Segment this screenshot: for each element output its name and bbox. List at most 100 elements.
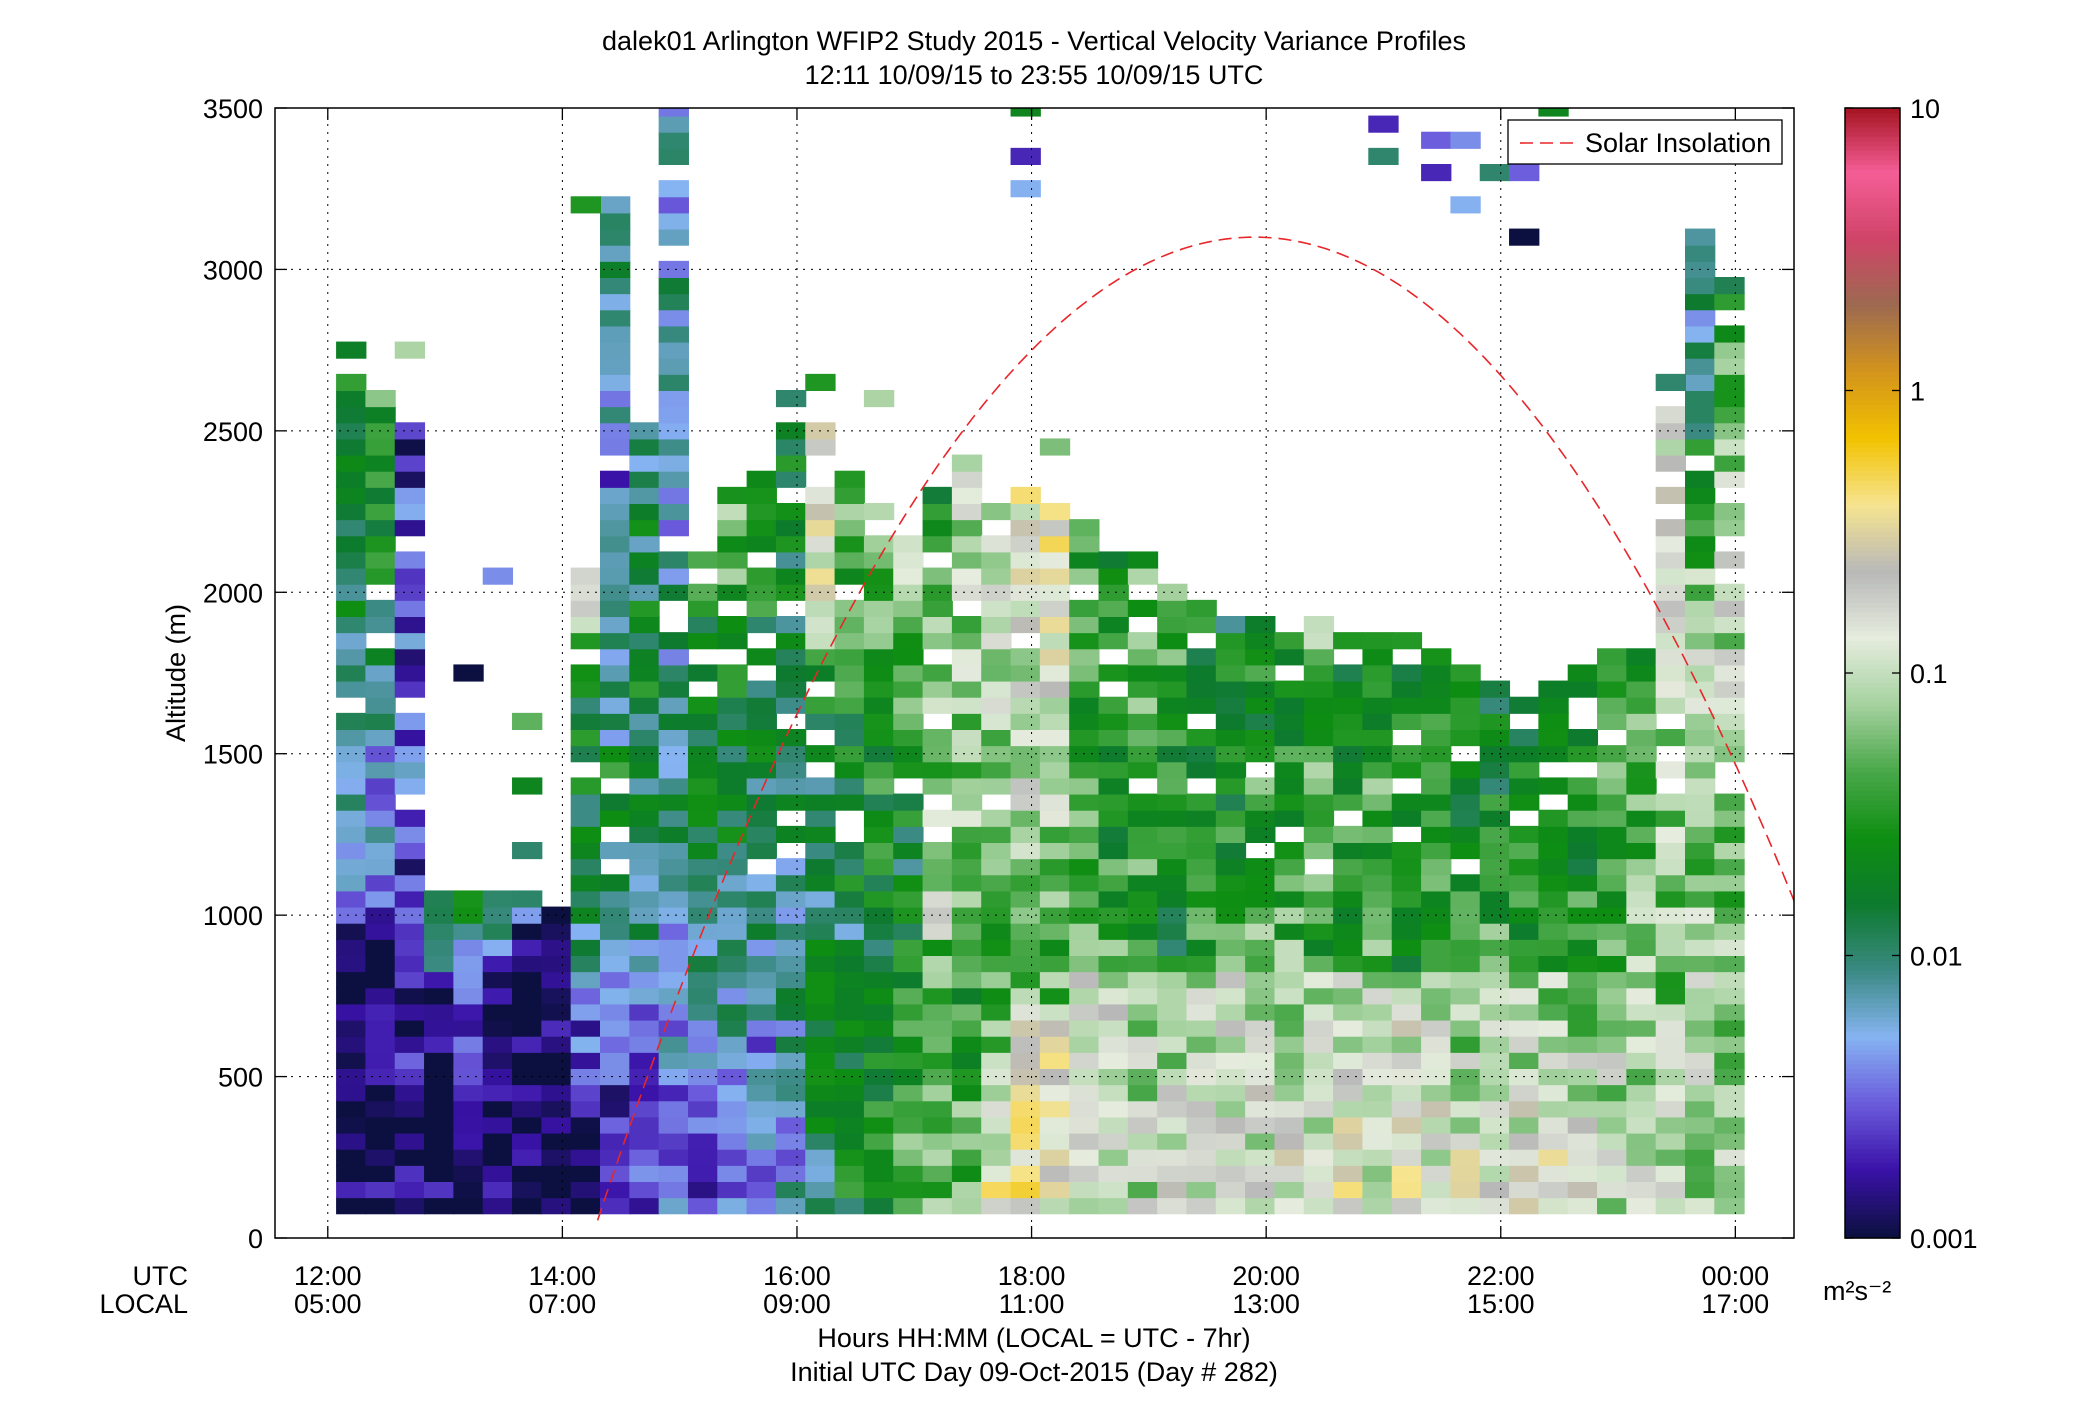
y-tick-label: 0 (248, 1224, 263, 1254)
variance-cell (600, 987, 631, 1005)
variance-cell (1567, 1116, 1599, 1134)
variance-cell (687, 1003, 719, 1021)
colorbar-swatch (1845, 682, 1900, 688)
variance-cell (1127, 987, 1159, 1005)
variance-cell (893, 922, 924, 940)
colorbar-swatch (1845, 235, 1900, 241)
variance-cell (658, 809, 689, 827)
colorbar-swatch (1845, 437, 1900, 443)
variance-cell (805, 1197, 836, 1215)
variance-cell (1626, 890, 1657, 908)
variance-cell (1685, 987, 1716, 1005)
variance-cell (1479, 938, 1511, 956)
colorbar-swatch (1845, 517, 1900, 523)
variance-cell (1597, 648, 1628, 666)
variance-cell (951, 809, 983, 827)
variance-cell (1450, 196, 1481, 214)
variance-cell (424, 890, 455, 908)
variance-cell (1626, 793, 1657, 811)
colorbar-swatch (1845, 211, 1900, 217)
variance-cell (570, 1003, 601, 1021)
variance-cell (1274, 712, 1305, 730)
colorbar-swatch (1845, 946, 1900, 952)
variance-cell (717, 567, 748, 585)
variance-cell (805, 438, 836, 456)
variance-cell (1655, 874, 1686, 892)
colorbar-swatch (1845, 249, 1900, 255)
variance-cell (1421, 955, 1452, 973)
variance-cell (951, 729, 983, 747)
variance-cell (1509, 793, 1540, 811)
variance-cell (541, 922, 572, 940)
variance-cell (658, 470, 689, 488)
variance-cell (1714, 842, 1745, 860)
variance-cell (658, 1003, 689, 1021)
variance-cell (1069, 1051, 1100, 1069)
variance-cell (1215, 1003, 1247, 1021)
colorbar-swatch (1845, 705, 1900, 712)
variance-cell (775, 438, 807, 456)
variance-cell (482, 1100, 514, 1118)
variance-cell (1274, 761, 1305, 779)
variance-cell (1333, 922, 1364, 940)
variance-cell (1157, 938, 1188, 956)
variance-cell (658, 1035, 689, 1053)
variance-cell (1714, 503, 1745, 521)
variance-cell (570, 1019, 601, 1037)
variance-cell (1391, 1003, 1423, 1021)
variance-cell (1010, 1019, 1041, 1037)
variance-cell (512, 906, 543, 924)
variance-cell (1127, 1068, 1159, 1086)
variance-cell (570, 729, 601, 747)
variance-cell (1303, 632, 1335, 650)
colorbar-swatch (1845, 955, 1900, 961)
variance-cell (629, 696, 660, 714)
variance-cell (834, 519, 865, 537)
variance-cell (1685, 535, 1716, 553)
variance-cell (1245, 858, 1276, 876)
variance-cell (746, 470, 777, 488)
variance-cell (1421, 922, 1452, 940)
variance-cell (1685, 1100, 1716, 1118)
variance-cell (570, 858, 601, 876)
variance-cell (1685, 293, 1716, 311)
variance-cell (1479, 955, 1511, 973)
variance-cell (1039, 825, 1071, 843)
colorbar-swatch (1845, 126, 1900, 133)
x-tick-label-local: 11:00 (999, 1289, 1065, 1319)
variance-cell (600, 664, 631, 682)
colorbar-swatch (1845, 583, 1900, 589)
variance-cell (1714, 648, 1745, 666)
variance-cell (394, 1068, 426, 1086)
variance-cell (394, 890, 426, 908)
variance-cell (1714, 987, 1745, 1005)
variance-cell (981, 987, 1012, 1005)
variance-cell (863, 503, 895, 521)
colorbar-swatch (1845, 833, 1900, 839)
variance-cell (394, 938, 426, 956)
variance-cell (775, 551, 807, 569)
variance-cell (1186, 761, 1217, 779)
variance-cell (1421, 1148, 1452, 1166)
variance-cell (1098, 922, 1129, 940)
variance-cell (629, 551, 660, 569)
variance-cell (775, 616, 807, 634)
variance-cell (424, 1164, 455, 1182)
colorbar-swatch (1845, 644, 1900, 651)
variance-cell (1039, 1051, 1071, 1069)
colorbar-units: m²s⁻² (1823, 1276, 1891, 1306)
variance-cell (1362, 1197, 1393, 1215)
variance-cell (365, 858, 396, 876)
variance-cell (1509, 1084, 1540, 1102)
variance-cell (629, 955, 660, 973)
variance-cell (863, 1035, 895, 1053)
variance-cell (981, 825, 1012, 843)
variance-cell (600, 648, 631, 666)
variance-cell (658, 454, 689, 472)
variance-cell (453, 1084, 484, 1102)
variance-cell (1039, 599, 1071, 617)
variance-cell (1626, 1148, 1657, 1166)
variance-cell (1450, 1003, 1481, 1021)
variance-cell (1098, 1003, 1129, 1021)
variance-cell (863, 616, 895, 634)
